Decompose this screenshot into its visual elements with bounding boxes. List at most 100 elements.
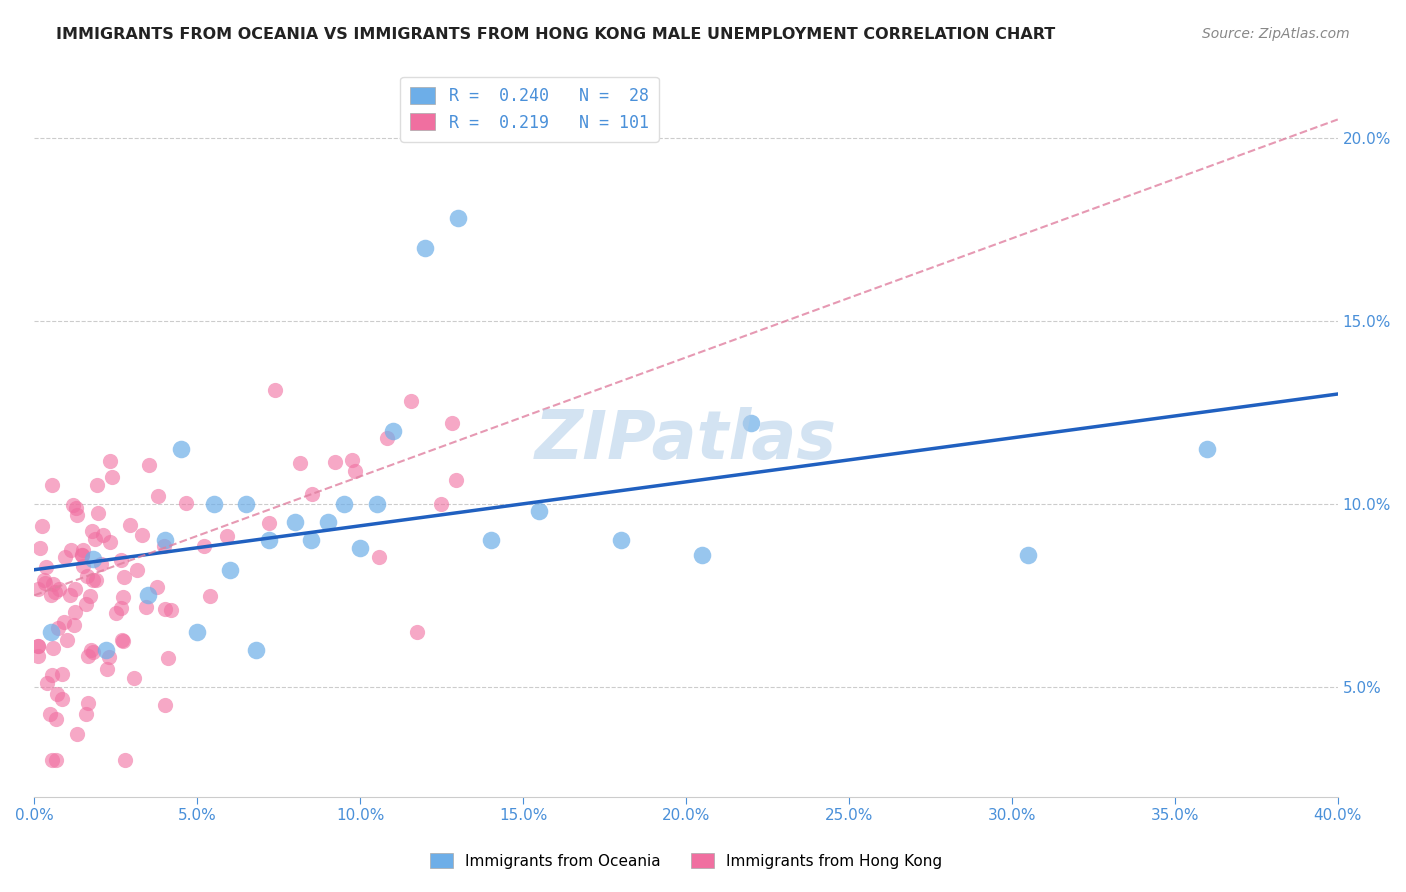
Point (264, 383, 287, 397)
Point (39, 707, 62, 722)
Point (110, 552, 132, 566)
Point (447, 211, 470, 226)
Point (27, 648, 49, 663)
Point (80, 643, 103, 657)
Point (610, 533, 633, 548)
Point (368, 550, 391, 565)
Point (28, 541, 51, 555)
Point (125, 563, 148, 577)
Point (138, 458, 160, 472)
Point (101, 470, 124, 484)
Point (41, 478, 63, 492)
Point (31, 519, 53, 533)
Point (111, 634, 134, 648)
Point (63, 605, 86, 619)
Point (35, 676, 58, 690)
Point (444, 474, 467, 488)
Point (48, 582, 70, 596)
Point (39, 624, 62, 639)
Point (153, 602, 176, 616)
Point (340, 453, 363, 467)
Point (59, 543, 82, 558)
Point (45, 753, 67, 767)
Point (79, 589, 101, 603)
Point (740, 417, 762, 431)
Point (153, 533, 176, 548)
Point (27, 582, 49, 596)
Point (42, 640, 65, 655)
Point (198, 589, 221, 603)
Point (114, 753, 136, 767)
Point (66, 727, 89, 741)
Point (27, 639, 49, 653)
Point (76, 649, 98, 664)
Text: ZIPatlas: ZIPatlas (536, 407, 837, 473)
Point (479, 533, 502, 548)
Point (34, 574, 56, 588)
Point (104, 606, 127, 620)
Point (51, 666, 73, 681)
Text: Source: ZipAtlas.com: Source: ZipAtlas.com (1202, 27, 1350, 41)
Point (94, 643, 117, 657)
Point (41, 753, 63, 767)
Point (529, 504, 551, 518)
Point (110, 600, 132, 615)
Point (44, 585, 66, 599)
Point (381, 424, 404, 438)
Point (288, 456, 311, 470)
Point (153, 539, 176, 553)
Point (111, 590, 134, 604)
Point (131, 527, 153, 541)
Point (84, 573, 107, 587)
Point (301, 487, 323, 501)
Point (153, 698, 176, 713)
Point (399, 394, 422, 409)
Point (112, 570, 135, 584)
Point (39, 588, 62, 602)
Point (27, 639, 49, 653)
Point (96, 662, 118, 676)
Point (42, 577, 65, 591)
Point (70, 548, 93, 562)
Point (76, 696, 98, 710)
Text: IMMIGRANTS FROM OCEANIA VS IMMIGRANTS FROM HONG KONG MALE UNEMPLOYMENT CORRELATI: IMMIGRANTS FROM OCEANIA VS IMMIGRANTS FR… (56, 27, 1056, 42)
Point (1197, 442, 1219, 456)
Point (122, 671, 145, 685)
Point (202, 497, 225, 511)
Point (257, 533, 280, 548)
Point (406, 624, 429, 639)
Point (415, 241, 437, 255)
Point (430, 497, 453, 511)
Point (66, 508, 89, 522)
Point (97, 649, 120, 664)
Point (72, 543, 94, 558)
Point (145, 580, 167, 594)
Point (193, 539, 215, 553)
Point (349, 541, 371, 555)
Point (375, 432, 398, 446)
Point (82, 645, 104, 659)
Point (245, 643, 267, 657)
Point (65, 501, 87, 516)
Point (1017, 548, 1039, 562)
Point (217, 529, 239, 543)
Point (52, 615, 75, 629)
Point (98, 453, 121, 467)
Point (59, 588, 82, 602)
Point (82, 524, 104, 539)
Point (160, 603, 183, 617)
Point (333, 497, 356, 511)
Point (98, 535, 121, 549)
Point (157, 651, 180, 665)
Point (35, 560, 58, 574)
Point (259, 516, 281, 530)
Point (219, 563, 242, 577)
Point (440, 416, 463, 430)
Point (45, 687, 67, 701)
Point (72, 559, 94, 574)
Point (63, 582, 86, 596)
Point (138, 588, 160, 602)
Point (53, 549, 76, 564)
Point (76, 569, 98, 583)
Point (146, 489, 169, 503)
